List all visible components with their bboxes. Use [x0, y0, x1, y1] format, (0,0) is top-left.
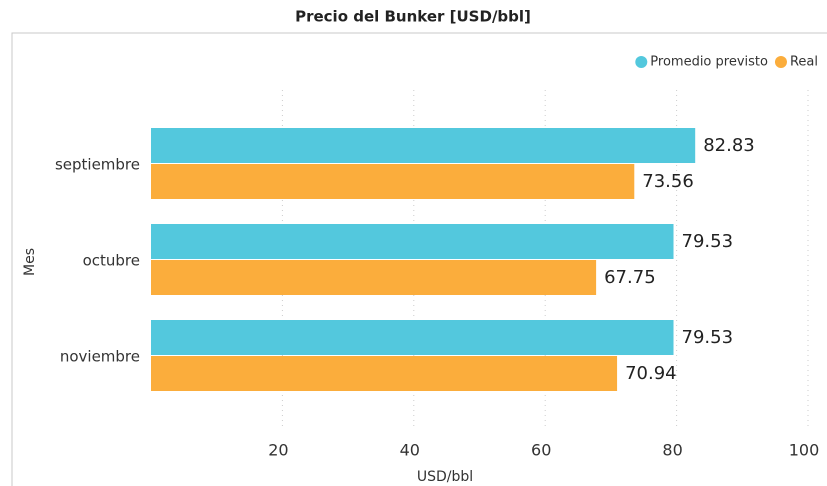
y-tick-label: octubre	[83, 252, 140, 270]
data-label: 79.53	[682, 327, 734, 348]
bar	[151, 320, 674, 355]
x-tick-label: 40	[400, 441, 420, 460]
x-axis-label: USD/bbl	[417, 469, 473, 485]
data-label: 73.56	[642, 171, 694, 192]
data-label: 70.94	[625, 363, 677, 384]
bar	[151, 356, 618, 391]
y-tick-label: noviembre	[60, 348, 140, 366]
y-axis-label: Mes	[22, 248, 38, 276]
data-label: 67.75	[604, 267, 656, 288]
legend-label: Real	[790, 55, 818, 70]
bar	[151, 128, 696, 163]
bar	[151, 164, 635, 199]
legend-swatch	[774, 56, 787, 68]
bar	[151, 224, 674, 259]
x-tick-label: 80	[662, 441, 682, 460]
chart-title: Precio del Bunker [USD/bbl]	[295, 8, 531, 26]
panel-border	[11, 32, 827, 486]
legend-label: Promedio previsto	[650, 55, 768, 70]
data-label: 82.83	[703, 135, 755, 156]
x-tick-label: 60	[531, 441, 551, 460]
x-tick-label: 100	[789, 441, 820, 460]
y-tick-label: septiembre	[55, 156, 140, 174]
data-label: 79.53	[682, 231, 734, 252]
legend-swatch	[635, 56, 648, 68]
bar	[151, 260, 597, 295]
x-tick-label: 20	[268, 441, 288, 460]
